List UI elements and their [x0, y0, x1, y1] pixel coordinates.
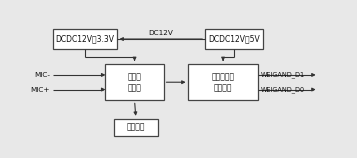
Bar: [188, 64, 258, 100]
Text: DCDC12V转3.3V: DCDC12V转3.3V: [55, 35, 114, 44]
Text: MIC-: MIC-: [34, 72, 50, 78]
Text: MIC+: MIC+: [31, 87, 50, 93]
Text: 保护电路及
上拉电阵: 保护电路及 上拉电阵: [211, 73, 235, 92]
Text: WEIGAND_D1: WEIGAND_D1: [261, 72, 305, 78]
Bar: [106, 64, 164, 100]
Text: DC12V: DC12V: [149, 30, 173, 36]
Bar: [114, 119, 158, 136]
Text: DCDC12V转5V: DCDC12V转5V: [208, 35, 260, 44]
Bar: [205, 29, 263, 49]
Bar: [53, 29, 116, 49]
Text: WEIGAND_D0: WEIGAND_D0: [261, 86, 305, 93]
Text: 声光提示: 声光提示: [127, 123, 145, 132]
Text: 声码接
收模块: 声码接 收模块: [127, 73, 141, 92]
